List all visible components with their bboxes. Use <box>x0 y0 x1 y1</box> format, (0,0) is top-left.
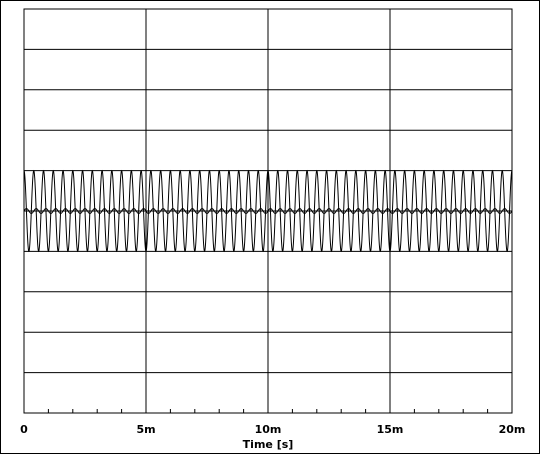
x-tick-label: 15m <box>377 423 404 436</box>
minor-ticks <box>47 409 489 413</box>
x-axis-title: Time [s] <box>243 438 294 451</box>
x-tick-label: 0 <box>20 423 28 436</box>
x-tick-label: 20m <box>499 423 526 436</box>
series-line-2 <box>23 208 513 214</box>
series-line-1 <box>23 169 513 253</box>
series-layer <box>23 169 513 253</box>
x-tick-label: 10m <box>255 423 282 436</box>
x-tick-label: 5m <box>136 423 155 436</box>
x-tick-labels: 0 5m 10m 15m 20m <box>20 423 525 436</box>
